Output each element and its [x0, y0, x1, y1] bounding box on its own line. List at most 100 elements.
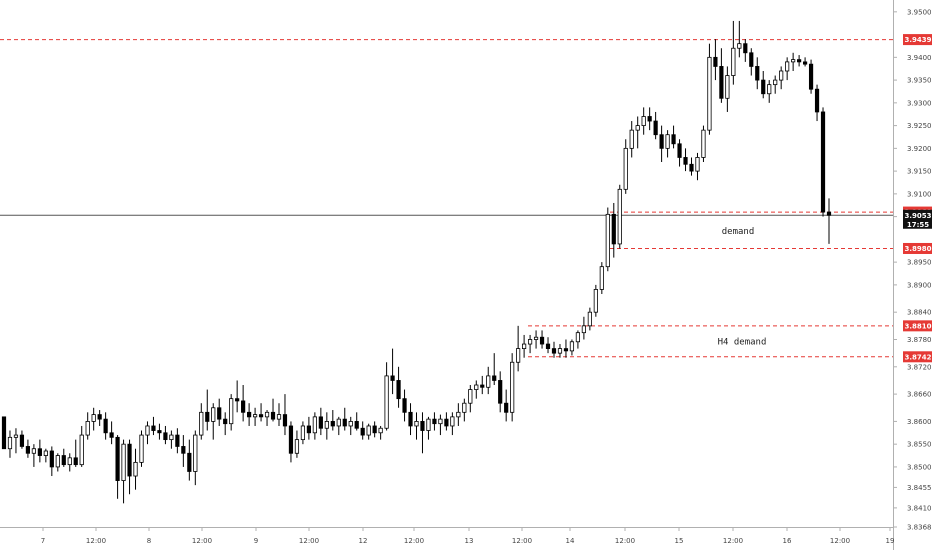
- candle-up: [450, 416, 455, 427]
- y-tick-label: 3.8720: [907, 363, 932, 371]
- candle-up: [617, 188, 622, 245]
- candle-down: [820, 111, 826, 213]
- candle-up: [791, 59, 796, 63]
- x-tick-label: 8: [147, 537, 151, 545]
- x-tick-label: 14: [566, 537, 575, 545]
- candle-up: [336, 418, 341, 427]
- demand-annotation: demand: [722, 227, 755, 237]
- candle-up: [324, 421, 329, 429]
- price-axis[interactable]: 3.9500 3.9400 3.9350 3.9300 3.9250 3.9200 3.91…: [893, 0, 932, 550]
- candle-down: [1, 416, 7, 450]
- candle-up: [725, 75, 730, 99]
- candle-up: [486, 375, 491, 388]
- candle-down: [719, 66, 724, 99]
- y-tick-label: 3.8840: [907, 309, 932, 317]
- candle-up: [462, 402, 467, 413]
- candle-up: [779, 70, 784, 81]
- y-tick-label: 3.9250: [907, 122, 932, 130]
- candle-down: [109, 432, 114, 438]
- y-tick-label: 3.8600: [907, 418, 932, 426]
- candle-down: [103, 418, 108, 434]
- candle-down: [318, 416, 323, 429]
- candle-up: [737, 43, 742, 49]
- candle-up: [43, 450, 48, 456]
- y-tick-label: 3.8500: [907, 463, 932, 471]
- candle-up: [701, 129, 706, 158]
- x-tick-label: 12:00: [512, 537, 532, 545]
- candle-up: [456, 411, 461, 418]
- candle-down: [444, 418, 449, 427]
- candle-up: [731, 47, 736, 76]
- candle-down: [360, 427, 365, 436]
- candle-up: [312, 416, 317, 434]
- candle-down: [713, 56, 718, 67]
- candle-up: [252, 414, 258, 418]
- y-tick-label: 3.8368: [907, 524, 932, 532]
- candle-up: [31, 448, 36, 454]
- y-tick-label: 3.8900: [907, 281, 932, 289]
- x-tick-label: 12:00: [830, 537, 850, 545]
- candle-down: [73, 457, 78, 466]
- candle-down: [761, 79, 766, 95]
- x-tick-label: 12:00: [615, 537, 635, 545]
- candle-up: [635, 125, 640, 131]
- h4-demand-annotation: H4 demand: [718, 337, 767, 347]
- candle-up: [67, 457, 72, 466]
- candle-down: [258, 414, 264, 418]
- candle-down: [498, 380, 503, 404]
- level-badge-label: 3.8742: [904, 353, 931, 361]
- level-badge: [903, 351, 932, 363]
- x-tick-label: 15: [675, 537, 684, 545]
- x-tick-label: 12:00: [192, 537, 212, 545]
- candle-down: [808, 63, 814, 90]
- candle-up: [629, 129, 634, 149]
- candle-up: [55, 455, 60, 468]
- candle-down: [420, 421, 425, 431]
- candle-down: [127, 443, 132, 477]
- candle-down: [432, 418, 437, 425]
- candle-up: [145, 425, 150, 436]
- candle-up: [575, 332, 581, 343]
- candle-up: [91, 414, 96, 422]
- candle-down: [671, 134, 676, 145]
- candle-down: [551, 348, 557, 354]
- candle-down: [814, 88, 820, 113]
- candle-down: [611, 213, 616, 245]
- y-tick-label: 3.9200: [907, 145, 932, 153]
- candle-down: [181, 446, 186, 454]
- countdown-label: 17:55: [907, 221, 929, 229]
- candle-up: [211, 407, 216, 422]
- candle-up: [665, 134, 670, 149]
- candle-up: [510, 361, 515, 413]
- candle-up: [516, 348, 521, 363]
- candle-up: [468, 389, 473, 404]
- candle-down: [330, 421, 335, 427]
- x-tick-label: 12: [359, 537, 368, 545]
- x-tick-label: 13: [465, 537, 474, 545]
- candle-down: [653, 120, 658, 136]
- y-tick-label: 3.9400: [907, 54, 932, 62]
- candle-up: [569, 341, 575, 352]
- y-tick-label: 3.8780: [907, 336, 932, 344]
- level-badge-label: 3.9439: [904, 36, 931, 44]
- level-badge: [903, 320, 932, 332]
- candle-up: [7, 436, 13, 450]
- candle-down: [163, 432, 168, 441]
- y-tick-label: 3.8550: [907, 441, 932, 449]
- level-badge: [903, 34, 932, 46]
- x-tick-label: 12:00: [723, 537, 743, 545]
- candle-down: [61, 455, 66, 466]
- y-tick-label: 3.9350: [907, 77, 932, 85]
- candle-down: [115, 436, 120, 481]
- current-price-badge: [903, 209, 932, 229]
- time-axis[interactable]: 7 12:00 8 12:00 9 12:00 12 12:00 13 12:00 14 12:00 1…: [0, 527, 894, 545]
- candle-down: [545, 343, 551, 350]
- candle-down: [689, 163, 694, 172]
- candle-down: [247, 411, 252, 418]
- candle-up: [641, 116, 646, 127]
- candle-up: [581, 325, 586, 334]
- candle-up: [599, 266, 604, 290]
- candle-up: [533, 336, 539, 340]
